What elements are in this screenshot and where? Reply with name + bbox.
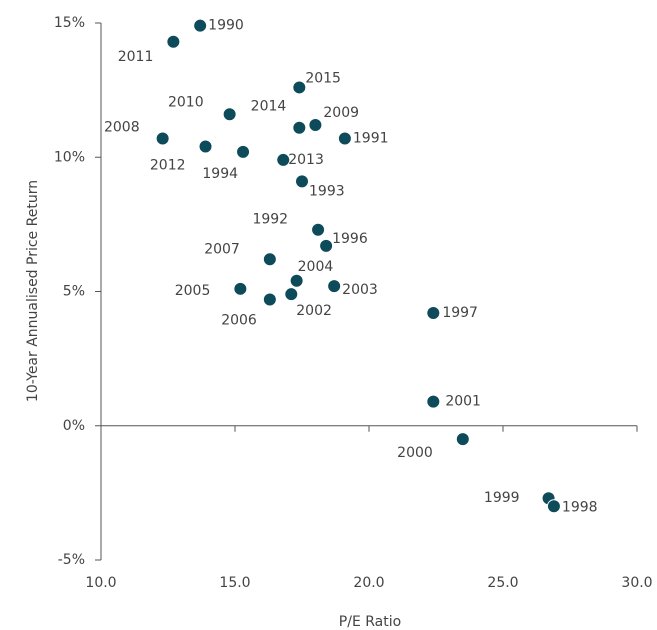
point-label: 1999	[484, 490, 520, 506]
point	[276, 152, 291, 167]
point-label: 1996	[332, 231, 368, 247]
point-label: 1993	[309, 183, 345, 199]
y-tick-label: 0%	[63, 418, 85, 434]
point	[337, 131, 352, 146]
y-tick-label: 15%	[54, 15, 85, 31]
y-tick-label: -5%	[58, 552, 85, 568]
x-tick-label: 15.0	[219, 575, 250, 591]
point-label: 2012	[150, 158, 186, 174]
point	[295, 174, 309, 189]
point-label: 2005	[175, 283, 211, 299]
point-label: 2010	[168, 94, 204, 110]
point-label: 2007	[204, 241, 240, 257]
point	[327, 279, 342, 294]
point	[308, 118, 323, 133]
point-label: 2004	[298, 259, 334, 275]
point	[262, 252, 277, 267]
point-label: 1992	[252, 212, 288, 228]
x-tick-label: 10.0	[85, 575, 116, 591]
point-label: 2006	[221, 313, 257, 329]
point-label: 1990	[208, 18, 244, 34]
point	[292, 80, 307, 95]
x-axis-label: P/E Ratio	[339, 614, 401, 630]
point	[222, 107, 237, 122]
point-label: 2003	[342, 282, 378, 298]
point	[262, 292, 277, 307]
point	[319, 238, 334, 253]
point	[455, 432, 470, 447]
point	[233, 281, 248, 296]
x-tick-label: 30.0	[621, 575, 652, 591]
point	[292, 120, 307, 135]
point	[426, 394, 441, 409]
point-label: 1997	[442, 305, 478, 321]
point-label: 2000	[397, 445, 433, 461]
point	[289, 273, 304, 288]
point-label: 1994	[202, 166, 238, 182]
y-tick-label: 10%	[54, 149, 85, 165]
point	[284, 287, 299, 302]
y-tick-label: 5%	[63, 284, 85, 300]
point	[311, 222, 326, 237]
point	[193, 18, 208, 33]
point-label: 2015	[305, 70, 341, 86]
point-label: 1991	[353, 130, 389, 146]
point-label: 2008	[104, 119, 140, 135]
point-label: 2014	[251, 99, 287, 115]
point	[236, 144, 251, 159]
y-axis-label: 10-Year Annualised Price Return	[25, 180, 41, 402]
point-label: 2013	[288, 152, 324, 168]
point	[198, 139, 213, 154]
point	[426, 305, 441, 320]
point	[546, 499, 561, 514]
point-label: 2001	[445, 394, 481, 410]
point-label: 1998	[562, 499, 598, 515]
point-label: 2011	[118, 49, 154, 65]
point-label: 2002	[296, 303, 332, 319]
point	[166, 34, 181, 49]
point-label: 2009	[323, 105, 359, 121]
x-tick-label: 20.0	[353, 575, 384, 591]
point	[155, 131, 170, 146]
x-tick-label: 25.0	[487, 575, 518, 591]
